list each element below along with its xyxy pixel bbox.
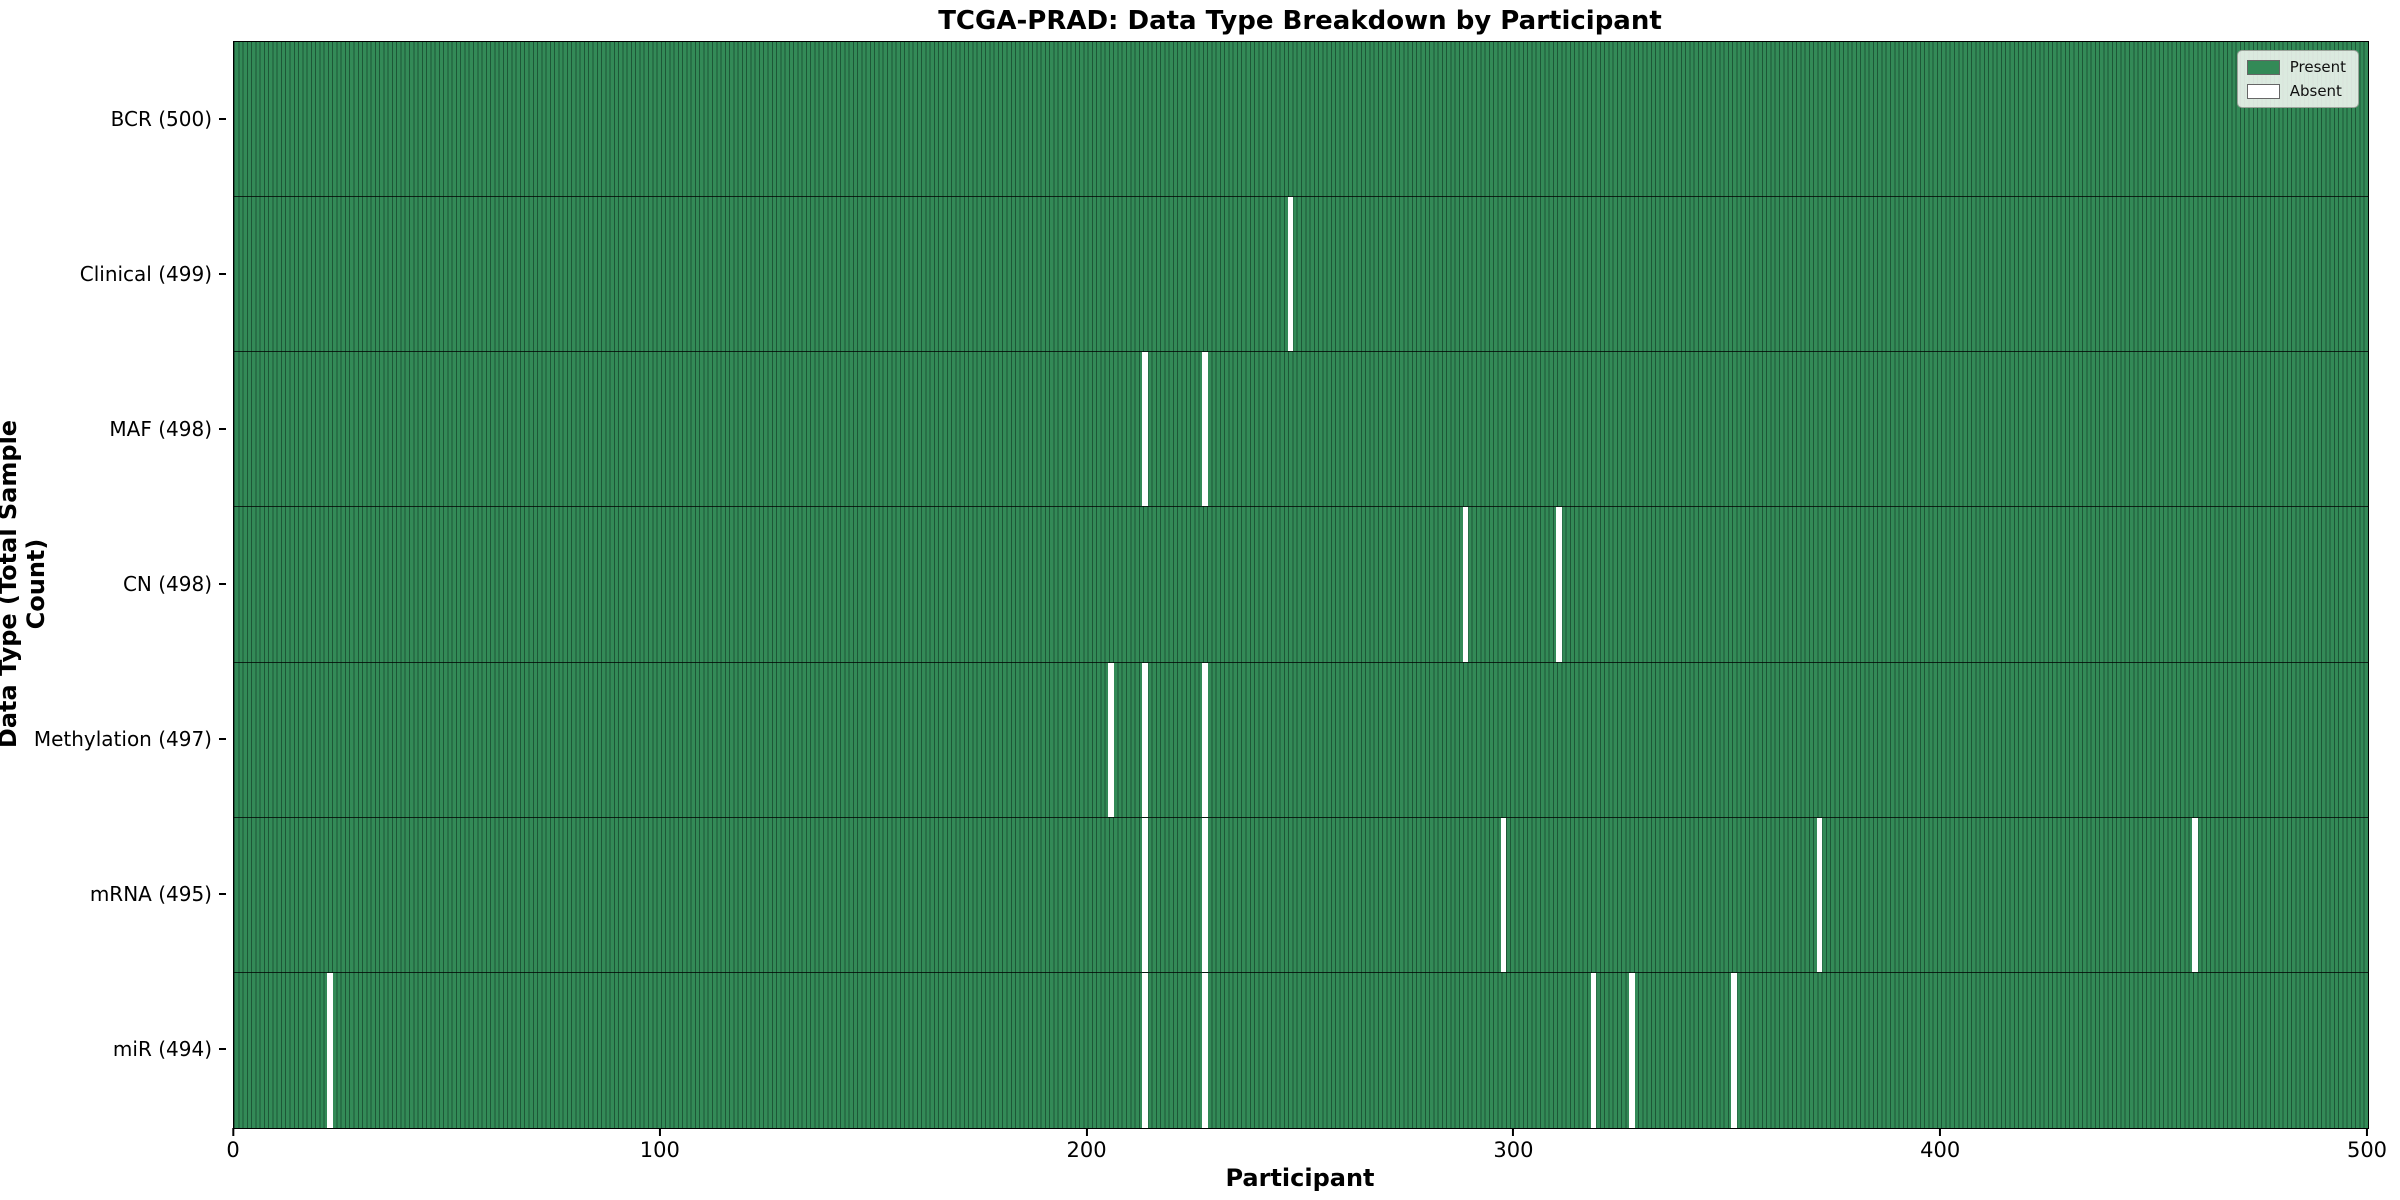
absent-gap <box>1287 197 1294 352</box>
x-tick-mark <box>232 1128 234 1136</box>
absent-swatch-icon <box>2246 83 2280 99</box>
absent-gap <box>1556 507 1562 662</box>
data-type-row <box>234 42 2368 198</box>
x-axis-ticks: 0 100 200 300 400 500 <box>226 1128 2387 1174</box>
chart-title: TCGA-PRAD: Data Type Breakdown by Partic… <box>938 6 1662 36</box>
absent-gap <box>1590 972 1597 1128</box>
x-tick-label: 500 <box>2346 1138 2388 1162</box>
x-tick: 0 <box>226 1128 240 1162</box>
x-tick: 400 <box>1920 1128 1960 1162</box>
absent-gap <box>1731 972 1737 1128</box>
x-tick-mark <box>1085 1128 1088 1136</box>
legend-entry-present: Present <box>2246 58 2346 76</box>
data-type-row <box>234 817 2368 973</box>
absent-gap <box>1142 662 1148 817</box>
y-tick-label: miR (494) <box>112 1037 212 1062</box>
x-axis-label: Participant <box>1225 1164 1375 1192</box>
absent-gap <box>1142 972 1148 1128</box>
x-tick-label: 300 <box>1493 1138 1534 1162</box>
y-tick-label: BCR (500) <box>110 106 212 131</box>
absent-gap <box>1142 352 1148 507</box>
absent-gap <box>1500 817 1507 972</box>
x-tick: 500 <box>2347 1128 2387 1162</box>
absent-gap <box>1816 817 1823 972</box>
data-type-row <box>234 972 2368 1128</box>
absent-gap <box>1202 352 1208 507</box>
legend-label-absent: Absent <box>2289 82 2342 100</box>
data-type-row <box>234 197 2368 353</box>
absent-gap <box>1142 817 1148 972</box>
rows-container <box>234 42 2368 1128</box>
legend-entry-absent: Absent <box>2246 82 2346 100</box>
data-type-row <box>234 507 2368 663</box>
y-tick-mark <box>219 117 226 120</box>
y-tick-label: mRNA (495) <box>89 882 212 907</box>
y-tick-mark <box>219 583 226 585</box>
present-swatch-icon <box>2246 59 2280 75</box>
absent-gap <box>1108 662 1114 817</box>
plot-area: Present Absent <box>233 41 2369 1129</box>
x-tick: 100 <box>640 1128 680 1162</box>
x-tick-label: 0 <box>226 1138 240 1162</box>
absent-gap <box>1202 972 1208 1128</box>
y-tick-mark <box>219 1048 226 1051</box>
y-tick-label: MAF (498) <box>109 416 212 441</box>
x-tick: 200 <box>1067 1128 1107 1162</box>
data-type-row <box>234 662 2368 818</box>
x-tick-mark <box>658 1128 661 1136</box>
x-tick-mark <box>1512 1128 1515 1136</box>
data-type-row <box>234 352 2368 508</box>
y-tick-mark <box>219 272 226 275</box>
legend-label-present: Present <box>2289 58 2346 76</box>
y-tick-label: Methylation (497) <box>33 727 212 752</box>
x-tick-label: 400 <box>1920 1138 1961 1162</box>
x-tick-mark <box>1939 1128 1942 1136</box>
y-tick-label: Clinical (499) <box>79 261 212 286</box>
x-tick-label: 100 <box>639 1138 680 1162</box>
x-tick-label: 200 <box>1066 1138 1107 1162</box>
y-axis-ticks: BCR (500) Clinical (499) MAF (498) CN (498)… <box>0 41 226 1127</box>
y-tick-mark <box>219 738 226 741</box>
absent-gap <box>2192 817 2198 972</box>
x-tick-mark <box>2366 1128 2368 1136</box>
y-tick-mark <box>219 427 226 430</box>
x-tick: 300 <box>1493 1128 1533 1162</box>
absent-gap <box>1202 817 1208 972</box>
y-tick-mark <box>219 893 226 896</box>
absent-gap <box>327 972 333 1128</box>
legend: Present Absent <box>2236 50 2359 108</box>
absent-gap <box>1202 662 1208 817</box>
absent-gap <box>1629 972 1635 1128</box>
y-tick-label: CN (498) <box>122 572 212 596</box>
absent-gap <box>1462 507 1469 662</box>
